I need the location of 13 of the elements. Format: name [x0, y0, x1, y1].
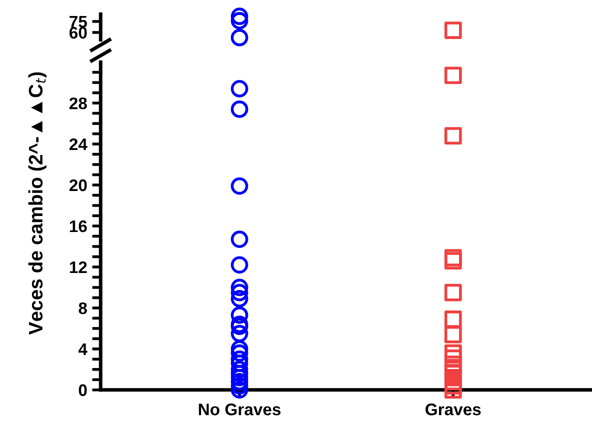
y-tick-label: 12 — [70, 261, 87, 274]
y-tick-label: 16 — [70, 220, 87, 232]
x-tick-label: No Graves — [198, 404, 281, 416]
y-tick-label: 28 — [69, 97, 87, 110]
y-tick-label: 8 — [78, 302, 87, 314]
y-tick-label: 20 — [69, 179, 87, 192]
y-tick-label: 0 — [78, 384, 87, 396]
y-tick-label: 75 — [70, 16, 87, 28]
x-tick-label: Graves — [426, 404, 481, 416]
y-tick-label: 60 — [70, 26, 87, 39]
y-axis-title: Veces de cambio (2^-▲▲C$_{t}$) — [28, 72, 46, 335]
y-tick-label: 24 — [69, 138, 88, 150]
y-tick-label: 4 — [78, 344, 88, 355]
